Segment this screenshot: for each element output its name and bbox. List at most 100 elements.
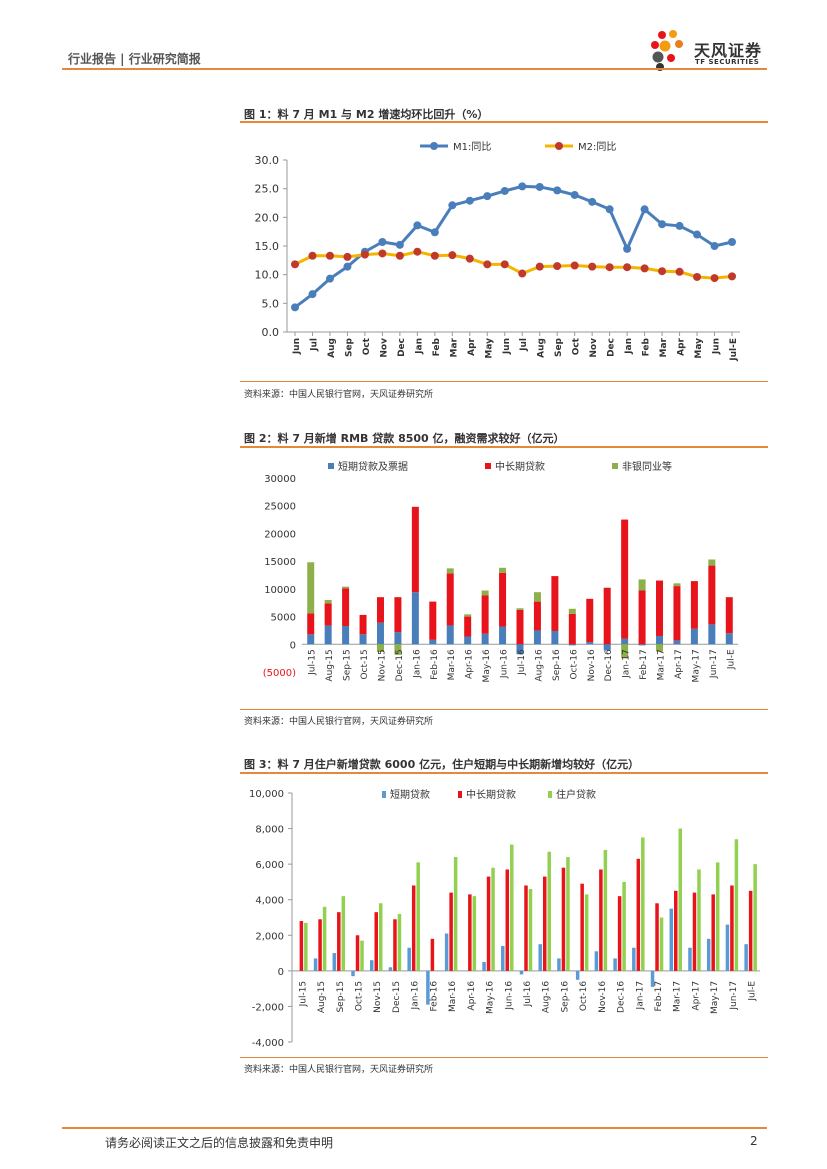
bar-series-1 [669,908,674,971]
x-tick-label: Jun [712,338,722,355]
x-tick-label: Oct [362,337,372,355]
bar-segment-series-3 [342,586,350,589]
y-tick-label: 10000 [264,585,296,596]
bar-series-3 [304,922,308,971]
footer-disclaimer: 请务必阅读正文之后的信息披露和免责申明 [105,1136,334,1150]
bar-series-3 [697,869,701,971]
data-point [448,251,457,260]
figure-3-bar-chart: -4,000 -2,000 0 2,000 4,000 6,000 8,000 10,000 J… [249,788,760,1049]
x-tick-label: Mar-17 [657,649,667,680]
data-point [710,242,719,250]
bar-series-2 [337,912,341,971]
bar-segment-series-2 [725,597,733,634]
bar-segment-series-1 [603,644,611,651]
x-tick-label: May-16 [482,649,492,682]
figure-2-stacked-bar-chart: (5000) 0 5000 10000 15000 20000 25000 30000 Jul-… [263,460,738,682]
bar-segment-series-3 [638,579,646,591]
data-point [588,262,597,271]
x-tick-label: Aug-16 [534,649,544,682]
y-tick-label: 5.0 [262,297,280,310]
data-point [465,196,474,205]
data-point [570,261,579,270]
y-tick-label: 0 [290,640,296,651]
legend-label: 非银同业等 [622,460,672,473]
bar-series-2 [299,921,304,971]
bar-segment-series-2 [429,601,437,640]
y-tick-label: 25.0 [255,183,280,196]
y-tick-label: 10,000 [249,789,284,800]
figure-2-top-rule [240,446,768,448]
bar-segment-series-1 [464,636,472,645]
y-tick-label: 15.0 [255,240,280,253]
bar-segment-series-3 [481,590,489,596]
x-tick-label: Sep-15 [343,649,353,681]
bar-series-1 [482,961,486,971]
x-tick-label: May [694,338,704,359]
bar-series-1 [594,951,599,971]
bar-segment-series-2 [603,587,611,645]
bar-segment-series-1 [342,625,350,645]
bar-series-1 [725,924,730,971]
bar-segment-series-2 [621,519,629,639]
y-tick-label: 6,000 [255,860,284,871]
x-tick-label: Mar [449,337,459,357]
bar-segment-series-3 [708,559,716,566]
x-tick-label: Jun-16 [504,981,514,1011]
x-tick-label: Apr-16 [465,649,475,679]
x-tick-label: Jan [414,338,424,355]
bar-segment-series-3 [324,599,332,604]
x-tick-label: Jul-16 [523,981,533,1008]
y-tick-label: 25000 [264,502,296,513]
bar-series-1 [706,938,711,971]
data-point [535,182,544,191]
bar-segment-series-3 [394,644,402,655]
x-tick-label: Jun [502,338,512,355]
y-tick-label: 0 [278,967,284,978]
data-point [483,192,492,201]
footer-divider [62,1127,767,1129]
legend-swatch [328,463,334,469]
bar-segment-series-1 [690,628,698,645]
bar-segment-series-2 [481,595,489,634]
data-point [640,264,649,273]
bar-series-2 [524,885,528,971]
figure-2-source: 资料来源：中国人民银行官网，天风证券研究所 [244,717,434,727]
bar-segment-series-2 [708,565,716,625]
bar-series-3 [734,839,739,971]
bar-series-2 [430,938,435,971]
legend-swatch [382,791,386,798]
x-tick-label: Jul [309,338,319,352]
bar-segment-series-3 [656,644,664,652]
bar-series-2 [468,894,472,971]
bar-series-3 [622,881,626,971]
bar-segment-series-2 [516,609,524,645]
figure-3-title: 图 3：料 7 月住户新增贷款 6000 亿元，住户短期与中长期新增均较好（亿元… [244,758,640,771]
bar-segment-series-2 [673,586,681,641]
bar-series-3 [510,844,514,971]
x-tick-label: Jan-17 [635,981,645,1011]
x-tick-label: Aug-15 [325,649,335,681]
y-tick-label: 2,000 [255,931,284,942]
x-tick-label: Jun-16 [500,649,510,679]
bar-series-3 [715,862,720,971]
x-tick-label: Apr-17 [691,981,701,1011]
bar-series-2 [674,890,678,971]
bar-series-2 [711,894,715,971]
bar-series-2 [449,892,453,971]
data-point [675,221,684,230]
bar-series-1 [388,967,393,971]
data-point [518,269,527,278]
bar-segment-series-3 [568,608,576,614]
figure-3-top-rule [240,772,768,774]
bar-series-2 [636,858,641,971]
y-tick-label: -4,000 [252,1038,284,1049]
data-point [570,190,579,199]
x-tick-label: Jan-17 [622,649,632,679]
data-point [378,249,387,258]
x-tick-label: Dec-15 [392,981,402,1013]
bar-segment-series-2 [533,601,541,631]
bar-series-3 [659,917,664,971]
bar-series-2 [393,919,397,971]
bar-series-2 [318,919,322,971]
figure-3-bottom-rule [240,1057,768,1058]
